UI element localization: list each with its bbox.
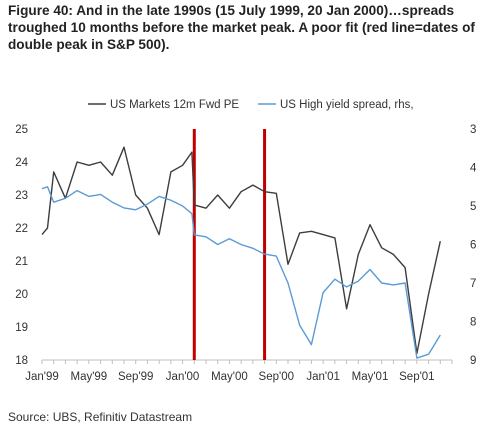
- figure-title: Figure 40: And in the late 1990s (15 Jul…: [8, 3, 475, 52]
- left-tick-label: 18: [15, 355, 28, 367]
- right-tick-label: 5: [470, 201, 476, 213]
- x-tick-label: Jan'01: [306, 371, 340, 383]
- left-tick-label: 21: [15, 256, 28, 268]
- right-tick-label: 4: [470, 163, 477, 175]
- x-tick-label: Jan'99: [25, 371, 59, 383]
- left-tick-label: 20: [15, 289, 28, 301]
- left-tick-label: 23: [15, 190, 28, 202]
- x-tick-label: Sep'99: [118, 371, 153, 383]
- legend-item-hy-spread: US High yield spread, rhs,: [280, 99, 414, 111]
- right-tick-label: 6: [470, 240, 476, 252]
- right-tick-label: 9: [470, 355, 476, 367]
- x-tick-label: May'99: [70, 371, 107, 383]
- event-lines: [192, 129, 267, 360]
- legend: US Markets 12m Fwd PE US High yield sprea…: [88, 99, 414, 111]
- hy-spread-series-line: [41, 186, 441, 359]
- left-tick-label: 24: [15, 157, 28, 169]
- source-note: Source: UBS, Refinitiv Datastream: [8, 410, 193, 424]
- x-tick-label: Sep'00: [259, 371, 294, 383]
- x-tick-label: Sep'01: [399, 371, 434, 383]
- left-tick-label: 19: [15, 322, 28, 334]
- right-tick-label: 3: [470, 124, 476, 136]
- plot-area: [41, 146, 441, 359]
- right-tick-label: 8: [470, 317, 476, 329]
- x-tick-label: May'00: [211, 371, 248, 383]
- x-tick-label: May'01: [352, 371, 389, 383]
- legend-item-pe: US Markets 12m Fwd PE: [110, 99, 239, 111]
- axes: Jan'99 May'99 Sep'99 Jan'00 May'00 Sep'00 Jan'…: [15, 124, 477, 383]
- pe-series-line: [41, 146, 441, 355]
- x-tick-label: Jan'00: [166, 371, 200, 383]
- right-tick-label: 7: [470, 278, 476, 290]
- left-tick-label: 25: [15, 124, 28, 136]
- left-tick-label: 22: [15, 223, 28, 235]
